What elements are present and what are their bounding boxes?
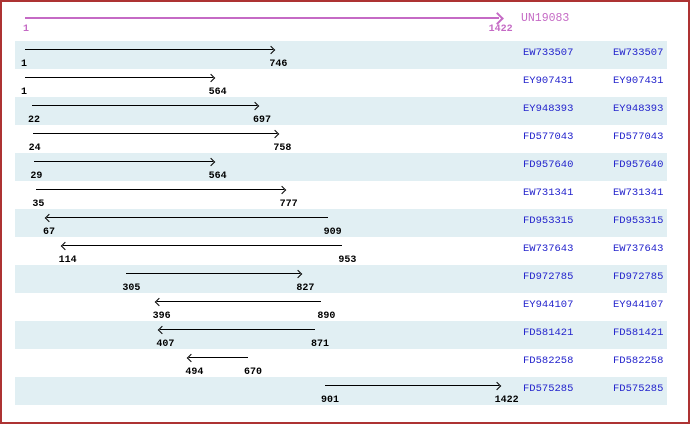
alignment-row: 901 1422 FD575285 FD575285 — [15, 377, 667, 406]
accession-link-primary[interactable]: FD972785 — [523, 271, 574, 283]
alignment-start-position: 901 — [321, 395, 340, 406]
alignment-start-position: 305 — [122, 283, 141, 294]
alignment-arrow — [325, 385, 499, 386]
alignment-end-position: 953 — [338, 255, 357, 266]
alignment-arrow — [47, 217, 328, 218]
accession-link-primary[interactable]: EW733507 — [523, 47, 574, 59]
alignment-start-position: 114 — [58, 255, 77, 266]
alignment-start-position: 1 — [21, 59, 28, 70]
accession-link-secondary[interactable]: EY948393 — [613, 103, 664, 115]
alignment-end-position: 564 — [208, 171, 227, 182]
arrowhead-icon — [206, 157, 215, 166]
accession-link-secondary[interactable]: EY944107 — [613, 299, 664, 311]
alignment-row: 1 564 EY907431 EY907431 — [15, 69, 667, 98]
arrowhead-icon — [44, 213, 54, 222]
alignment-arrow — [34, 161, 213, 162]
accession-link-primary[interactable]: EY907431 — [523, 75, 574, 87]
alignment-end-position: 827 — [296, 283, 315, 294]
alignment-arrow — [32, 133, 278, 134]
alignment-row: 114 953 EW737643 EW737643 — [15, 237, 667, 266]
alignment-arrow — [156, 301, 322, 302]
alignment-arrow — [126, 273, 301, 274]
alignment-start-position: 22 — [28, 115, 41, 126]
alignment-arrow — [32, 105, 257, 106]
accession-link-primary[interactable]: FD953315 — [523, 215, 574, 227]
alignment-end-position: 758 — [273, 143, 292, 154]
accession-link-primary[interactable]: EW737643 — [523, 243, 574, 255]
arrowhead-icon — [267, 45, 276, 54]
arrowhead-icon — [492, 381, 501, 390]
arrowhead-icon — [60, 241, 69, 250]
alignment-end-position: 746 — [269, 59, 288, 70]
arrowhead-icon — [250, 101, 260, 110]
alignment-arrow — [25, 49, 274, 50]
accession-link-secondary[interactable]: EW737643 — [613, 243, 664, 255]
arrowhead-icon — [206, 73, 215, 82]
accession-link-secondary[interactable]: EW733507 — [613, 47, 664, 59]
arrowhead-icon — [277, 185, 286, 194]
arrowhead-icon — [187, 353, 196, 362]
accession-link-primary[interactable]: FD577043 — [523, 131, 574, 143]
accession-link-primary[interactable]: FD581421 — [523, 327, 574, 339]
accession-link-secondary[interactable]: FD953315 — [613, 215, 664, 227]
reference-name-link[interactable]: UN19083 — [521, 12, 570, 25]
alignment-row: 494 670 FD582258 FD582258 — [15, 349, 667, 378]
alignment-row: 407 871 FD581421 FD581421 — [15, 321, 667, 350]
reference-end-position: 1422 — [488, 24, 513, 35]
alignment-end-position: 777 — [279, 199, 298, 210]
alignment-arrow — [36, 189, 284, 190]
alignment-arrow — [25, 77, 213, 78]
alignment-end-position: 909 — [323, 227, 342, 238]
alignment-start-position: 407 — [156, 339, 175, 350]
accession-link-primary[interactable]: EY944107 — [523, 299, 574, 311]
alignment-row: 29 564 FD957640 FD957640 — [15, 153, 667, 182]
alignment-end-position: 697 — [253, 115, 272, 126]
arrowhead-icon — [158, 325, 167, 334]
alignment-arrow — [62, 245, 343, 246]
alignment-start-position: 35 — [32, 199, 45, 210]
arrowhead-icon — [154, 297, 163, 306]
alignment-arrow — [160, 329, 315, 330]
reference-start-position: 1 — [23, 24, 30, 35]
accession-link-secondary[interactable]: FD581421 — [613, 327, 664, 339]
accession-link-primary[interactable]: EW731341 — [523, 187, 574, 199]
accession-link-secondary[interactable]: FD957640 — [613, 159, 664, 171]
alignment-end-position: 564 — [208, 87, 227, 98]
accession-link-primary[interactable]: FD575285 — [523, 383, 574, 395]
alignment-arrow — [189, 357, 248, 358]
alignment-start-position: 396 — [152, 311, 171, 322]
alignment-end-position: 670 — [244, 367, 263, 378]
alignment-row: 24 758 FD577043 FD577043 — [15, 125, 667, 154]
alignment-start-position: 1 — [21, 87, 28, 98]
alignment-row: 305 827 FD972785 FD972785 — [15, 265, 667, 294]
alignment-row: 67 909 FD953315 FD953315 — [15, 209, 667, 238]
arrowhead-icon — [271, 129, 280, 138]
alignment-end-position: 1422 — [494, 395, 519, 406]
alignment-start-position: 29 — [30, 171, 43, 182]
alignment-end-position: 890 — [317, 311, 336, 322]
alignment-end-position: 871 — [311, 339, 330, 350]
alignment-row: 1 746 EW733507 EW733507 — [15, 41, 667, 70]
alignment-row: 35 777 EW731341 EW731341 — [15, 181, 667, 210]
accession-link-primary[interactable]: FD957640 — [523, 159, 574, 171]
accession-link-secondary[interactable]: FD577043 — [613, 131, 664, 143]
reference-arrow — [25, 17, 499, 19]
arrowhead-icon — [294, 269, 303, 278]
reference-arrowhead-icon — [490, 11, 504, 25]
accession-link-primary[interactable]: EY948393 — [523, 103, 574, 115]
accession-link-secondary[interactable]: FD972785 — [613, 271, 664, 283]
alignment-start-position: 494 — [185, 367, 204, 378]
alignment-start-position: 24 — [28, 143, 41, 154]
accession-link-secondary[interactable]: FD582258 — [613, 355, 664, 367]
alignment-start-position: 67 — [43, 227, 56, 238]
accession-link-primary[interactable]: FD582258 — [523, 355, 574, 367]
alignment-row: 22 697 EY948393 EY948393 — [15, 97, 667, 126]
accession-link-secondary[interactable]: EY907431 — [613, 75, 664, 87]
accession-link-secondary[interactable]: FD575285 — [613, 383, 664, 395]
alignment-row: 396 890 EY944107 EY944107 — [15, 293, 667, 322]
accession-link-secondary[interactable]: EW731341 — [613, 187, 664, 199]
